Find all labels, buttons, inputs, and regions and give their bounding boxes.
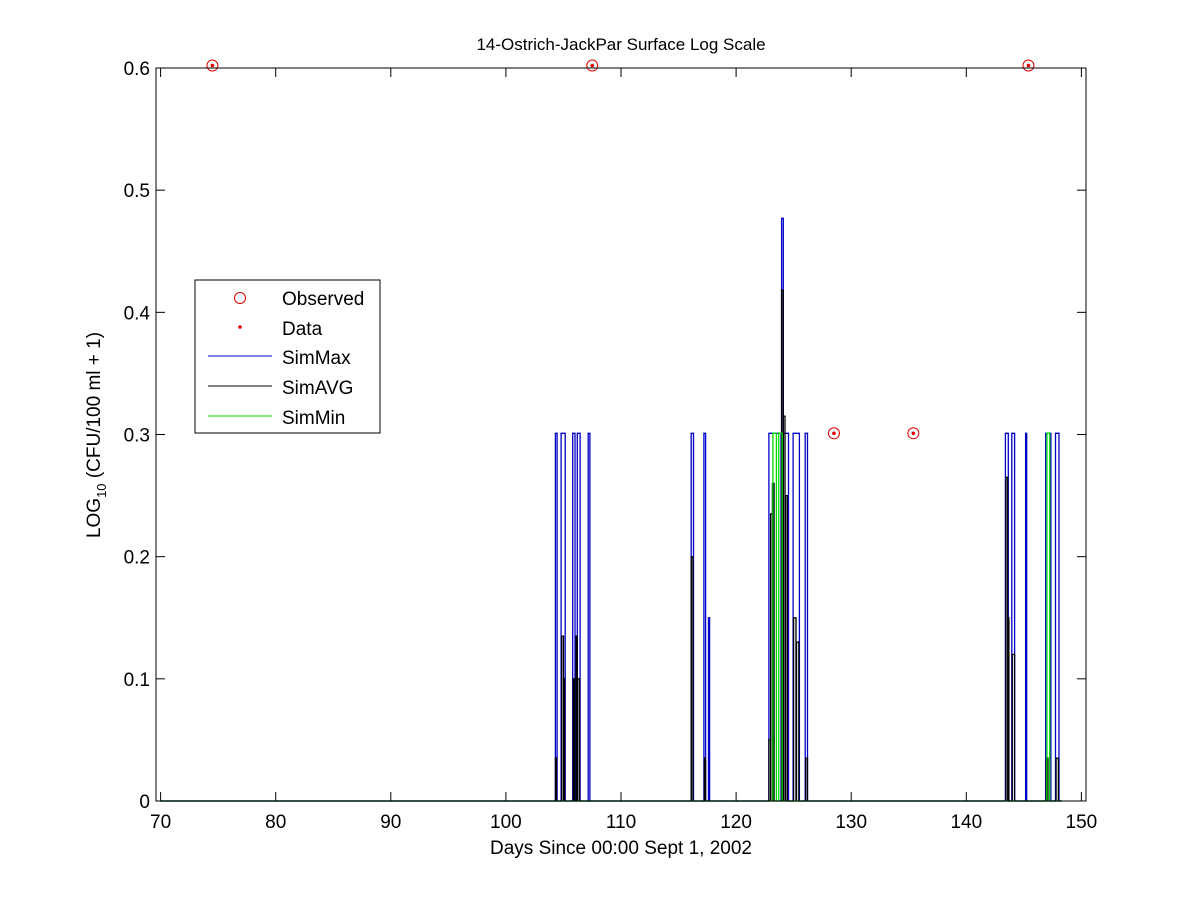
y-tick-label: 0.1: [124, 670, 150, 691]
observed-point: [827, 427, 840, 440]
observed-point: [1022, 59, 1035, 72]
points-layer: [206, 59, 1035, 440]
legend: Observed Data SimMax SimAVG SimMin: [194, 279, 381, 434]
x-tick-label: 130: [835, 812, 867, 833]
y-axis-label-rest: (CFU/100 ml + 1): [84, 332, 105, 484]
data-point: [590, 63, 595, 68]
y-axis-label: LOG10 (CFU/100 ml + 1): [84, 332, 109, 538]
data-point: [1026, 63, 1031, 68]
x-tick-label: 150: [1066, 812, 1098, 833]
y-tick-label: 0.4: [124, 303, 151, 324]
x-tick-label: 140: [950, 812, 982, 833]
data-point: [832, 431, 836, 436]
y-axis-label-sub: 10: [94, 483, 109, 497]
observed-point: [206, 59, 219, 72]
legend-simmax-label: SimMax: [282, 348, 351, 369]
y-axis-label-main: LOG: [84, 498, 105, 538]
x-tick-label: 80: [265, 812, 286, 833]
x-tick-label: 110: [606, 812, 636, 833]
legend-simmin-label: SimMin: [282, 408, 345, 429]
ticks-layer: 70 80 90 100 110 120 130 140 150 0 0.1 0.2 0.3 0.4 0.5…: [124, 59, 1098, 833]
y-tick-label: 0: [139, 792, 150, 813]
data-point: [210, 63, 215, 68]
x-tick-label: 90: [380, 812, 401, 833]
legend-observed-marker: [234, 292, 246, 304]
legend-data-label: Data: [282, 319, 323, 340]
series-line-simmin: [160, 432, 1062, 802]
y-tick-label: 0.5: [124, 181, 150, 202]
x-axis-label: Days Since 00:00 Sept 1, 2002: [490, 838, 752, 859]
legend-data-marker: [238, 325, 242, 329]
observed-point: [586, 59, 599, 72]
data-point: [911, 431, 916, 436]
y-tick-label: 0.3: [124, 426, 150, 447]
x-tick-label: 100: [490, 812, 522, 833]
y-tick-label: 0.2: [124, 548, 150, 569]
legend-simavg-label: SimAVG: [282, 378, 353, 399]
x-tick-label: 120: [720, 812, 752, 833]
chart-title: 14-Ostrich-JackPar Surface Log Scale: [476, 35, 765, 54]
legend-observed-label: Observed: [282, 289, 364, 310]
y-tick-label: 0.6: [124, 59, 150, 80]
observed-point: [907, 427, 920, 440]
x-tick-label: 70: [150, 812, 171, 833]
